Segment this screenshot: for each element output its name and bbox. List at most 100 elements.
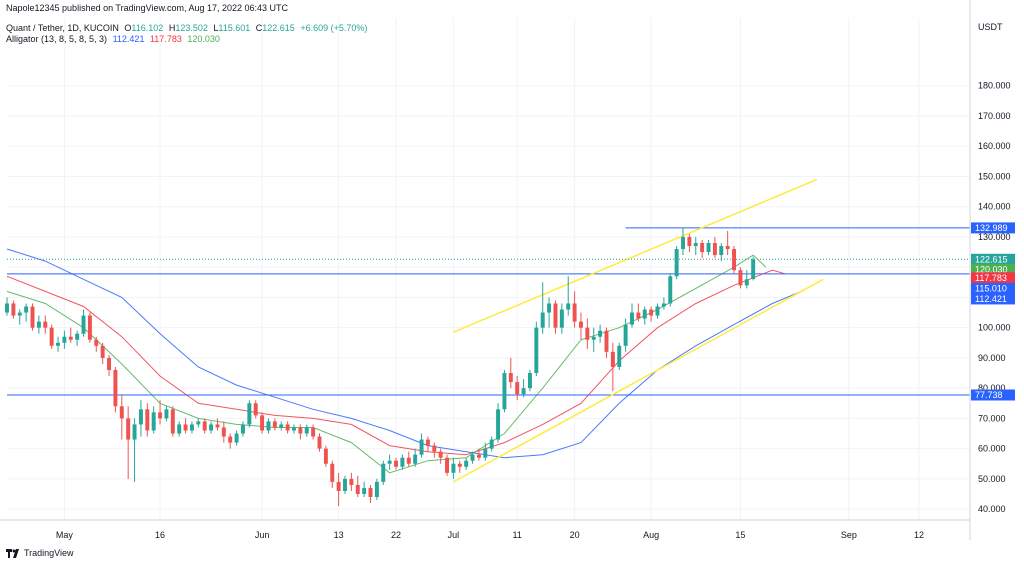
price-label-text: 117.783 (975, 273, 1007, 283)
x-tick-label: Aug (643, 530, 659, 540)
candle-body (234, 433, 239, 443)
candle (598, 324, 603, 343)
price-label-text: 112.421 (975, 294, 1007, 304)
candle (107, 354, 112, 377)
candle-body (527, 373, 532, 389)
candle-body (151, 412, 156, 431)
lips-value: 120.030 (187, 34, 220, 44)
x-tick-label: Jul (448, 530, 460, 540)
alligator-lips-line (6, 254, 767, 474)
candle (81, 309, 86, 337)
x-tick-label: Sep (841, 530, 857, 540)
candle-body (189, 424, 194, 431)
candle (202, 418, 207, 434)
candle (247, 400, 252, 428)
candle-body (649, 309, 654, 316)
candles (5, 227, 756, 507)
candle (164, 406, 169, 422)
candle (126, 406, 131, 479)
candle (406, 451, 411, 467)
candle-body (215, 424, 220, 428)
tradingview-wordmark: TradingView (24, 548, 74, 558)
price-label-bg (971, 222, 1015, 234)
candle (189, 421, 194, 434)
symbol-name[interactable]: Quant / Tether, 1D, KUCOIN (6, 23, 119, 33)
candle-body (712, 242, 717, 256)
candle (476, 448, 481, 461)
candle-body (419, 439, 424, 455)
candle-body (17, 312, 22, 316)
candle (649, 306, 654, 322)
close-label: C (255, 23, 263, 33)
candle-body (49, 327, 54, 346)
candle (368, 484, 373, 504)
candle (642, 306, 647, 325)
high-value: 123.502 (175, 23, 208, 33)
candle-body (617, 345, 622, 367)
candle (661, 297, 666, 310)
candle-body (145, 409, 150, 431)
candle (668, 273, 673, 307)
candle (75, 330, 80, 346)
candle-body (591, 336, 596, 340)
candle (738, 267, 743, 289)
candle-body (374, 481, 379, 498)
candle (521, 379, 526, 398)
tradingview-brand[interactable]: TradingView (6, 548, 74, 558)
candle (17, 309, 22, 325)
x-tick-label: Jun (255, 530, 270, 540)
candle (496, 403, 501, 443)
candle-body (240, 424, 245, 434)
candle (502, 370, 507, 413)
candle (145, 403, 150, 437)
candle-body (209, 424, 214, 431)
candle (228, 433, 233, 449)
candle (617, 342, 622, 371)
candle (132, 418, 137, 482)
candle-body (642, 309, 647, 319)
candle-body (483, 448, 488, 458)
candle (483, 442, 488, 461)
y-tick-label: 140.000 (978, 202, 1011, 212)
candle (100, 342, 105, 364)
candle (540, 282, 545, 334)
candle (62, 330, 67, 349)
candle (298, 424, 303, 440)
candle-body (119, 406, 124, 419)
candle-body (368, 487, 373, 498)
candle-body (700, 242, 705, 253)
candle (260, 412, 265, 434)
candle (674, 246, 679, 280)
candle (234, 430, 239, 446)
candle-body (62, 336, 67, 343)
high-label: H (168, 23, 176, 33)
grid (7, 18, 970, 520)
candle (43, 315, 48, 334)
candle (170, 406, 175, 437)
candle-body (578, 321, 583, 328)
y-tick-label: 150.000 (978, 171, 1011, 181)
candle (470, 451, 475, 464)
candle (196, 418, 201, 428)
candle (336, 472, 341, 507)
candle (56, 336, 60, 352)
candle (578, 312, 583, 340)
candle (24, 303, 29, 322)
x-tick-label: 12 (914, 530, 924, 540)
price-label-text: 122.615 (975, 254, 1008, 264)
candle-body (661, 303, 666, 307)
drawing-lines (7, 178, 970, 483)
currency-label: USDT (978, 22, 1003, 32)
candle (36, 315, 41, 334)
candle-body (432, 445, 437, 452)
candle (591, 327, 596, 352)
x-tick-label: 20 (570, 530, 580, 540)
candle-body (292, 427, 296, 431)
candle (349, 472, 354, 491)
candle (725, 230, 730, 256)
indicator-name[interactable]: Alligator (13, 8, 5, 8, 5, 3) (6, 34, 108, 44)
candle-body (521, 388, 526, 395)
open-value: 116.102 (131, 23, 164, 33)
candle-body (330, 463, 335, 482)
